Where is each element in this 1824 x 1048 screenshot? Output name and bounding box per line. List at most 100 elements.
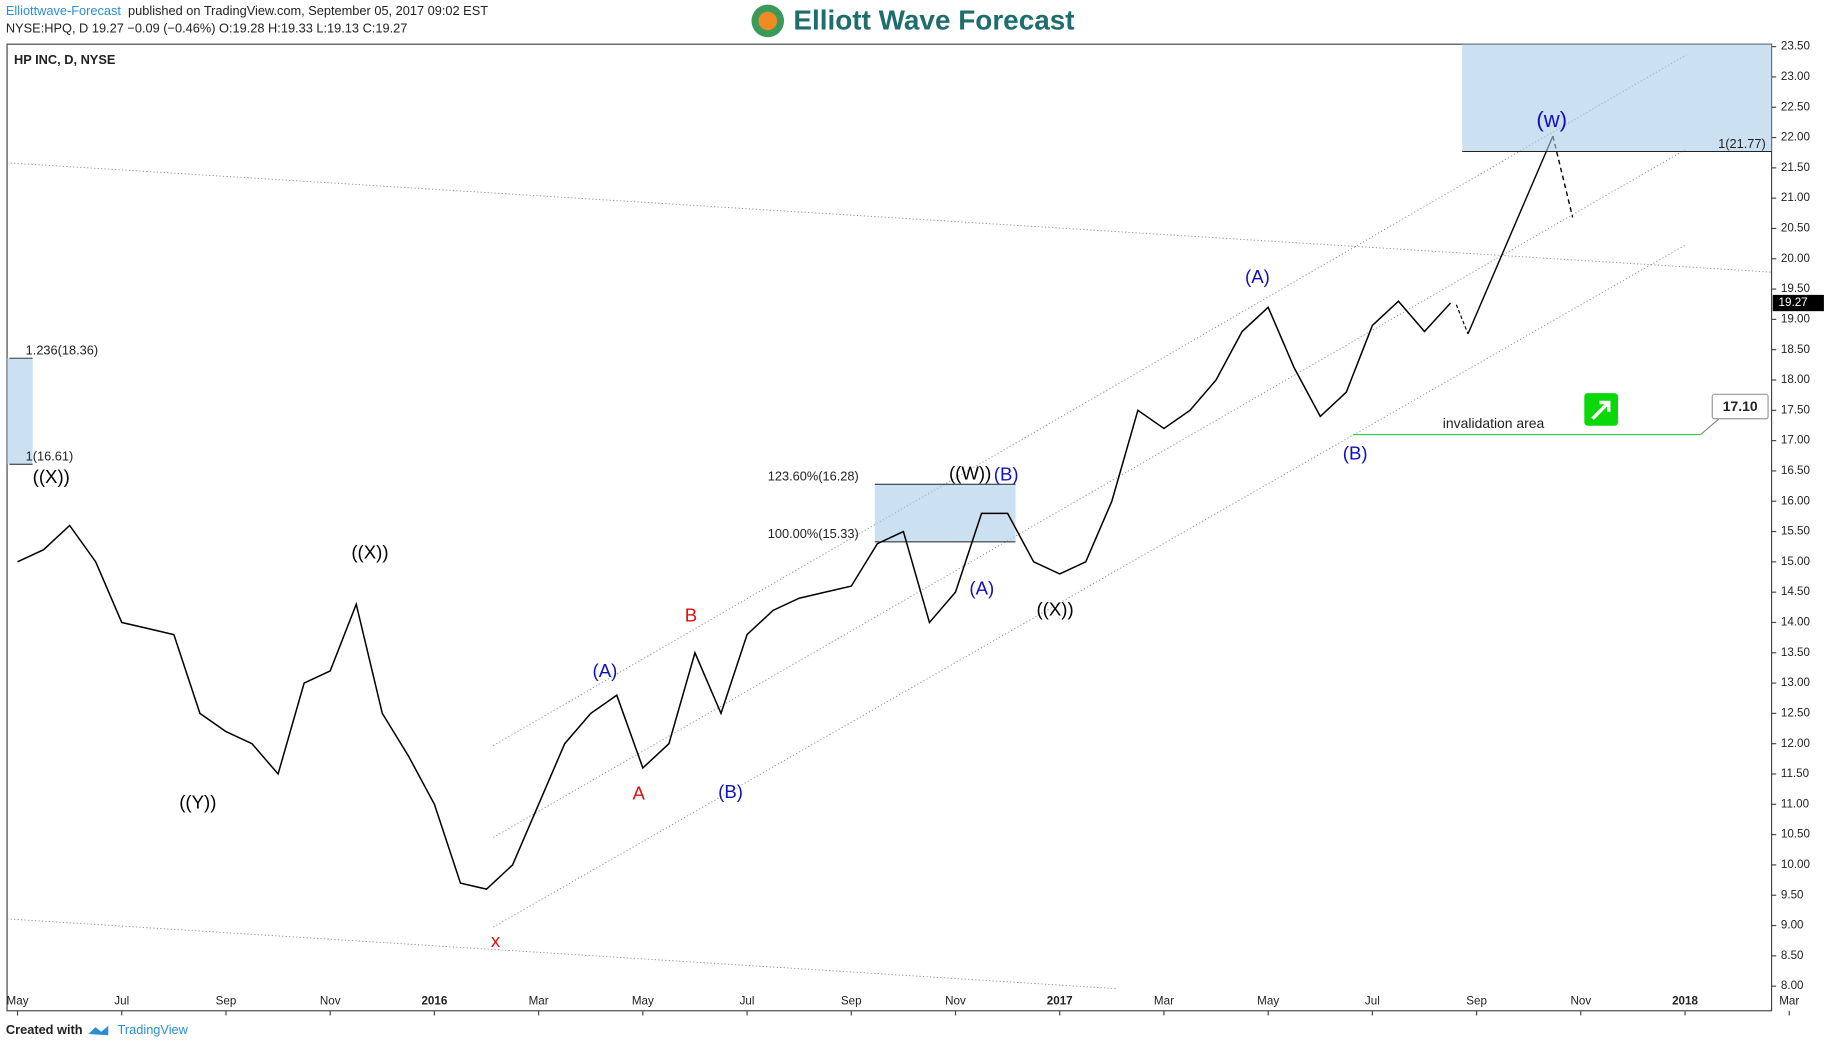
published: published on TradingView.com, September … <box>128 3 488 18</box>
last-price-label: 19.27 <box>1779 296 1808 309</box>
y-tick-label: 11.50 <box>1781 767 1810 780</box>
y-tick-label: 22.50 <box>1781 100 1811 113</box>
bull-arrow <box>1591 400 1611 420</box>
wave-label: ((X)) <box>1036 599 1073 620</box>
wave-label: B <box>685 604 697 625</box>
plot-frame <box>6 43 1773 1012</box>
wave-label: (B) <box>994 464 1019 485</box>
tv-icon <box>88 1025 109 1036</box>
wave-label: (B) <box>1343 443 1368 464</box>
x-tick-label: Jul <box>114 995 129 1008</box>
y-tick-label: 18.50 <box>1781 343 1811 356</box>
y-tick-label: 12.50 <box>1781 706 1811 719</box>
x-tick-label: Jul <box>1365 995 1380 1008</box>
y-tick-label: 9.00 <box>1781 919 1804 932</box>
price-line <box>17 300 1452 891</box>
y-tick-label: 16.00 <box>1781 494 1811 507</box>
wave-label: (A) <box>969 578 994 599</box>
projection <box>1455 304 1469 335</box>
y-tick-label: 10.50 <box>1781 828 1811 841</box>
quote: NYSE:HPQ, D 19.27 −0.09 (−0.46%) O:19.28… <box>6 20 407 35</box>
x-tick-label: Mar <box>529 995 549 1008</box>
x-tick-label: 2017 <box>1047 995 1073 1008</box>
x-tick-label: 2016 <box>421 995 447 1008</box>
x-tick-label: Jul <box>740 995 755 1008</box>
y-tick-label: 17.00 <box>1781 434 1811 447</box>
channel-line <box>493 243 1687 928</box>
fib-label: 1.236(18.36) <box>26 343 98 358</box>
y-tick-label: 15.00 <box>1781 555 1811 568</box>
y-tick-label: 23.00 <box>1781 70 1811 83</box>
fib-label: 1(16.61) <box>26 449 74 464</box>
x-tick-label: Nov <box>320 995 341 1008</box>
logo-icon-inner <box>758 11 778 31</box>
y-tick-label: 23.50 <box>1781 40 1811 53</box>
y-tick-label: 11.00 <box>1781 797 1810 810</box>
x-tick-label: Nov <box>1570 995 1591 1008</box>
x-tick-label: May <box>632 995 654 1008</box>
wave-label: ((W)) <box>949 462 991 483</box>
wave-label: ((Y)) <box>179 792 216 813</box>
channel-line <box>493 54 1687 746</box>
y-tick-label: 21.50 <box>1781 161 1811 174</box>
fib-label: 123.60%(16.28) <box>768 469 859 484</box>
wave-label: (w) <box>1536 107 1567 132</box>
projection <box>1467 135 1554 335</box>
x-tick-label: Sep <box>216 995 237 1008</box>
y-tick-label: 22.00 <box>1781 131 1811 144</box>
x-tick-label: Sep <box>1466 995 1487 1008</box>
y-tick-label: 15.50 <box>1781 525 1811 538</box>
y-tick-label: 16.50 <box>1781 464 1811 477</box>
channels <box>7 54 1772 990</box>
trend-line <box>7 918 1117 990</box>
x-tick-label: May <box>1257 995 1279 1008</box>
last-price-box <box>1772 294 1824 312</box>
fib-label: 100.00%(15.33) <box>768 526 859 541</box>
y-tick-label: 19.50 <box>1781 282 1811 295</box>
wave-label: (B) <box>718 781 743 802</box>
chart-title: HP INC, D, NYSE <box>14 52 116 67</box>
y-tick-label: 10.00 <box>1781 858 1811 871</box>
wave-label: A <box>632 782 645 803</box>
fib-label: 1(21.77) <box>1718 136 1766 151</box>
y-tick-label: 12.00 <box>1781 737 1811 750</box>
y-tick-label: 19.00 <box>1781 312 1811 325</box>
trend-line <box>7 162 1772 273</box>
y-tick-label: 13.00 <box>1781 676 1811 689</box>
x-tick-label: Sep <box>841 995 862 1008</box>
fib-zone <box>7 358 33 465</box>
projection <box>1552 135 1574 218</box>
y-tick-label: 8.00 <box>1781 979 1804 992</box>
y-tick-label: 17.50 <box>1781 403 1811 416</box>
x-tick-label: Mar <box>1154 995 1174 1008</box>
wave-label: (A) <box>593 660 618 681</box>
channel-line <box>493 148 1687 838</box>
y-tick-label: 14.50 <box>1781 585 1811 598</box>
y-tick-label: 21.00 <box>1781 191 1811 204</box>
y-tick-label: 13.50 <box>1781 646 1811 659</box>
publisher: Elliottwave-Forecast <box>6 3 122 18</box>
y-tick-label: 20.00 <box>1781 252 1811 265</box>
y-tick-label: 9.50 <box>1781 888 1804 901</box>
y-tick-label: 14.00 <box>1781 616 1811 629</box>
invalidation-text: invalidation area <box>1443 415 1545 431</box>
footer-brand: TradingView <box>118 1022 189 1037</box>
invalidation-label: 17.10 <box>1723 398 1758 414</box>
x-tick-label: 2018 <box>1672 995 1698 1008</box>
wave-label: ((X)) <box>351 542 388 563</box>
wave-label: ((X)) <box>33 466 70 487</box>
fib-zone <box>1462 44 1772 152</box>
y-tick-label: 18.00 <box>1781 373 1811 386</box>
x-tick-label: May <box>7 995 29 1008</box>
x-tick-label: Mar <box>1779 995 1799 1008</box>
wave-label: x <box>491 930 501 951</box>
footer-created: Created with <box>6 1022 83 1037</box>
wave-label: (A) <box>1245 266 1270 287</box>
y-tick-label: 8.50 <box>1781 949 1804 962</box>
invalidation-box <box>1711 393 1769 420</box>
y-tick-label: 20.50 <box>1781 222 1811 235</box>
logo: Elliott Wave Forecast <box>793 4 1074 35</box>
x-tick-label: Nov <box>945 995 966 1008</box>
